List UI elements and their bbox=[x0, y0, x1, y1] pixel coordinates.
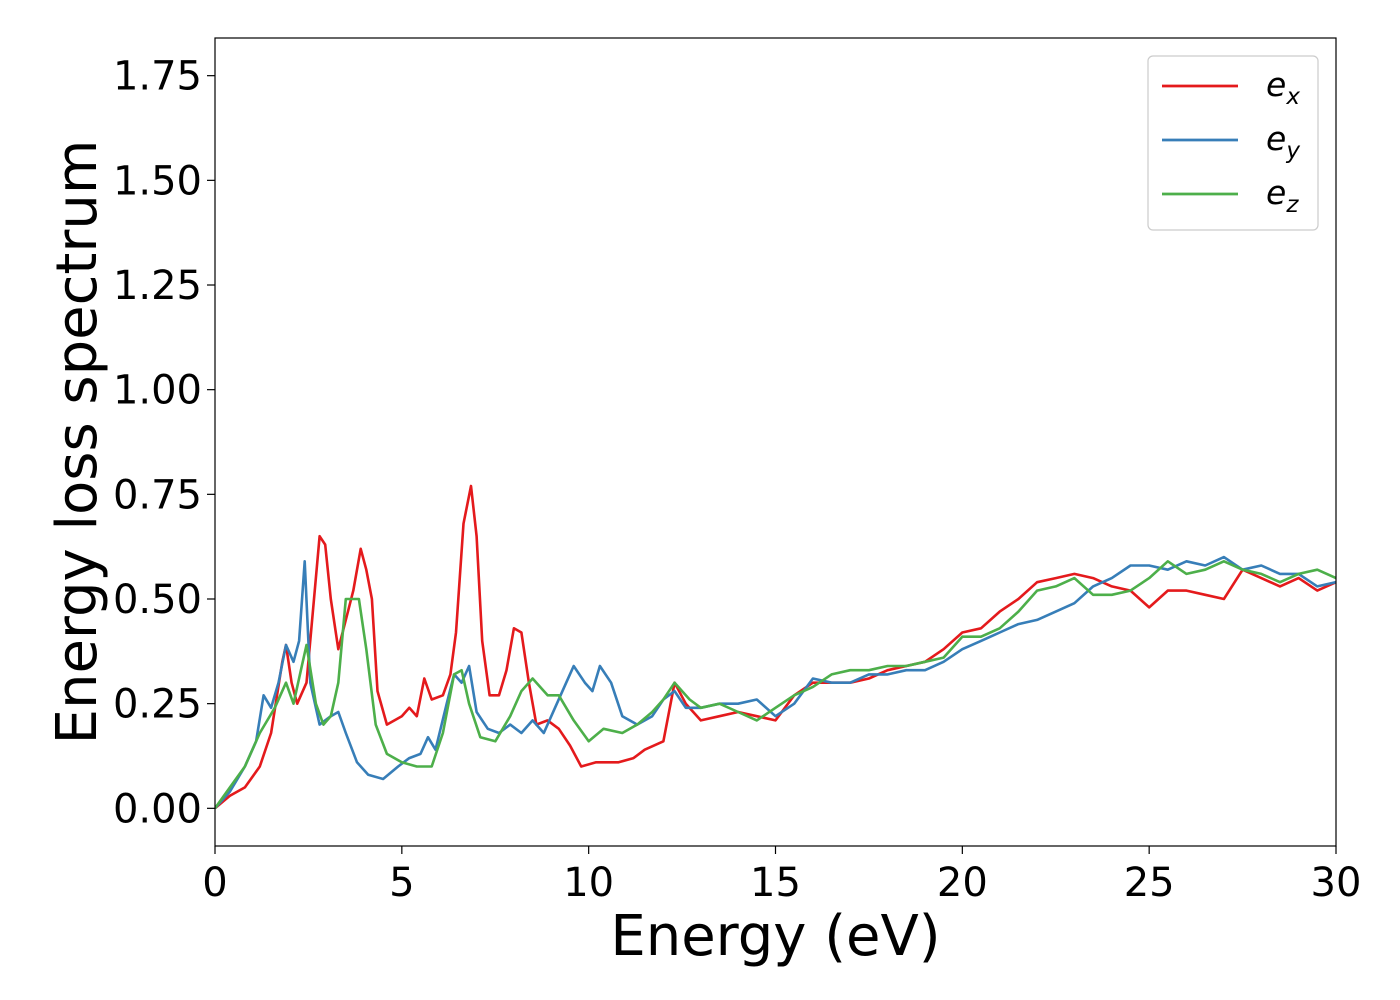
x-tick-label: 20 bbox=[937, 860, 988, 906]
x-tick-label: 25 bbox=[1124, 860, 1175, 906]
x-axis-title: Energy (eV) bbox=[610, 904, 940, 969]
series-line-z bbox=[215, 560, 1336, 810]
y-tick-label: 0.50 bbox=[113, 577, 202, 623]
x-tick-label: 0 bbox=[202, 860, 227, 906]
legend-box bbox=[1147, 55, 1319, 231]
y-tick-label: 1.25 bbox=[113, 263, 202, 309]
series-line-y bbox=[215, 555, 1336, 810]
x-tick-label: 5 bbox=[389, 860, 414, 906]
legend: ex ey ez bbox=[1147, 55, 1319, 231]
x-axis: 0 5 10 15 20 25 30 bbox=[202, 846, 1361, 906]
legend-label-y: ey bbox=[1266, 119, 1300, 164]
y-tick-label: 0.75 bbox=[113, 472, 202, 518]
y-tick-label: 1.00 bbox=[113, 368, 202, 414]
x-tick-label: 15 bbox=[750, 860, 801, 906]
series-line-x bbox=[215, 484, 1336, 810]
y-axis: 0.00 0.25 0.50 0.75 1.00 1.25 1.50 1.75 bbox=[113, 54, 215, 832]
series-layer bbox=[215, 484, 1336, 810]
legend-label-z: ez bbox=[1266, 173, 1299, 218]
x-tick-label: 10 bbox=[563, 860, 614, 906]
y-axis-title: Energy loss spectrum bbox=[45, 140, 110, 745]
y-tick-label: 0.00 bbox=[113, 786, 202, 832]
y-tick-label: 0.25 bbox=[113, 682, 202, 728]
legend-label-x: ex bbox=[1266, 65, 1300, 110]
y-tick-label: 1.75 bbox=[113, 54, 202, 100]
y-tick-label: 1.50 bbox=[113, 158, 202, 204]
x-tick-label: 30 bbox=[1311, 860, 1362, 906]
